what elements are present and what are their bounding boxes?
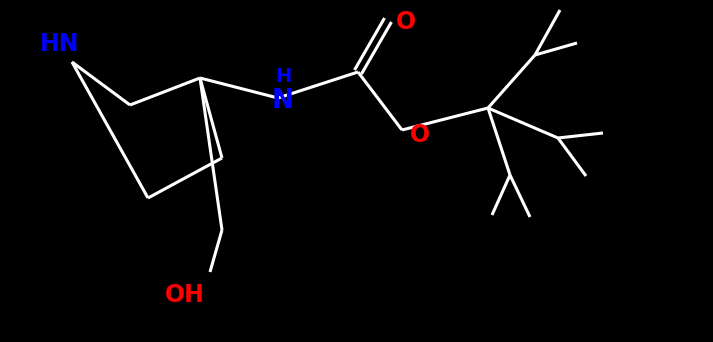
Text: HN: HN: [40, 32, 80, 56]
Text: O: O: [410, 123, 430, 147]
Text: O: O: [396, 10, 416, 34]
Text: N: N: [272, 88, 294, 114]
Text: H: H: [275, 66, 291, 86]
Text: OH: OH: [165, 283, 205, 307]
